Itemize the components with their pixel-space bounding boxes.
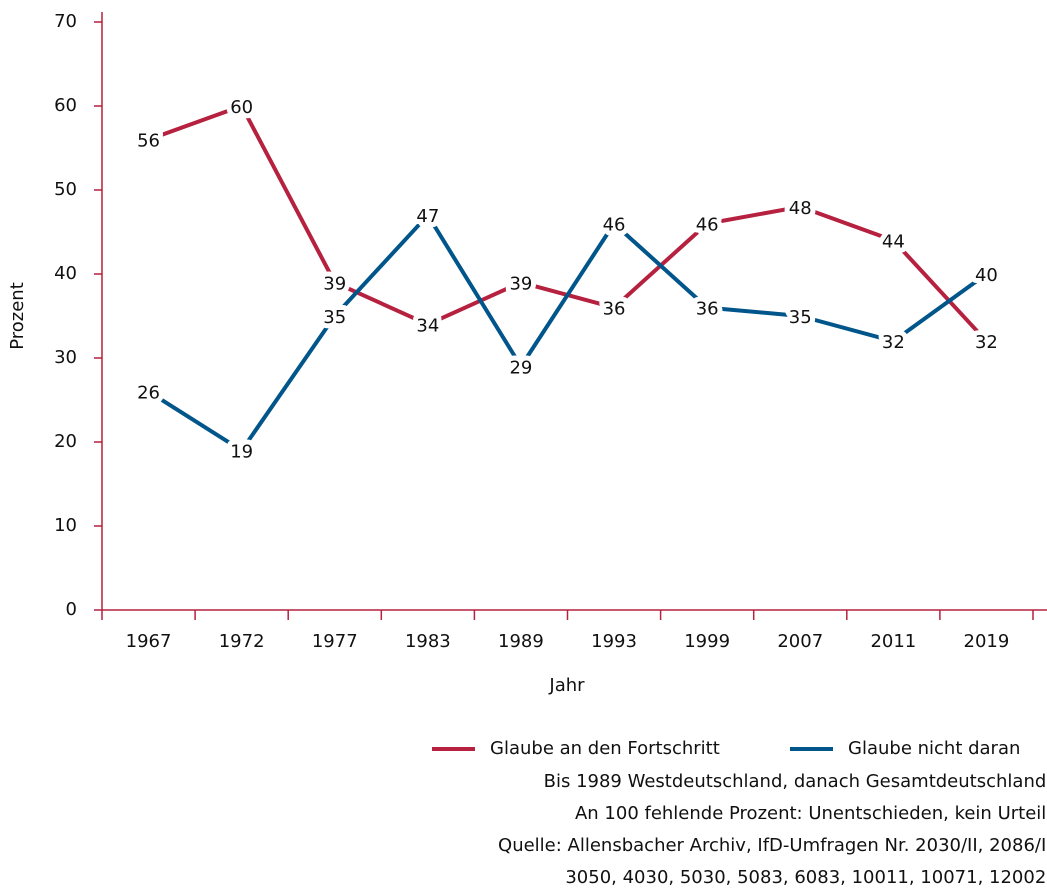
note: Quelle: Allensbacher Archiv, IfD-Umfrage… <box>498 835 1047 856</box>
y-tick-label: 20 <box>54 431 77 452</box>
y-tick-label: 0 <box>66 599 77 620</box>
data-label: 34 <box>416 315 439 336</box>
y-tick-label: 30 <box>54 347 77 368</box>
data-label: 46 <box>696 215 719 236</box>
data-label: 39 <box>323 273 346 294</box>
x-tick-label: 1977 <box>312 631 358 652</box>
x-tick-label: 1972 <box>219 631 265 652</box>
data-label: 47 <box>416 206 439 227</box>
data-label: 48 <box>789 198 812 219</box>
data-label: 32 <box>882 332 905 353</box>
note: Bis 1989 Westdeutschland, danach Gesamtd… <box>544 771 1047 792</box>
data-label: 26 <box>137 383 160 404</box>
x-tick-label: 2011 <box>870 631 916 652</box>
data-label: 44 <box>882 231 905 252</box>
data-label: 29 <box>509 357 532 378</box>
series-line <box>147 213 988 453</box>
data-label: 19 <box>230 441 253 462</box>
series-line <box>147 104 988 343</box>
x-tick-label: 1989 <box>498 631 544 652</box>
data-label: 35 <box>323 307 346 328</box>
y-tick-label: 70 <box>54 11 77 32</box>
legend-label: Glaube an den Fortschritt <box>490 738 720 759</box>
note: 3050, 4030, 5030, 5083, 6083, 10011, 100… <box>565 867 1047 888</box>
x-tick-label: 1983 <box>405 631 451 652</box>
data-label: 46 <box>603 215 626 236</box>
note: An 100 fehlende Prozent: Unentschieden, … <box>575 803 1047 824</box>
x-tick-label: 2019 <box>964 631 1010 652</box>
data-label: 60 <box>230 97 253 118</box>
y-tick-label: 60 <box>54 95 77 116</box>
data-label: 40 <box>975 265 998 286</box>
data-label: 39 <box>509 273 532 294</box>
data-label: 36 <box>603 299 626 320</box>
y-tick-label: 10 <box>54 515 77 536</box>
x-tick-label: 1967 <box>126 631 172 652</box>
y-axis-label: Prozent <box>7 282 28 350</box>
x-axis-label: Jahr <box>548 675 585 696</box>
y-tick-label: 50 <box>54 179 77 200</box>
data-label: 56 <box>137 131 160 152</box>
data-label: 35 <box>789 307 812 328</box>
data-label: 32 <box>975 332 998 353</box>
y-tick-label: 40 <box>54 263 77 284</box>
data-label: 36 <box>696 299 719 320</box>
x-tick-label: 2007 <box>777 631 823 652</box>
legend-label: Glaube nicht daran <box>848 738 1020 759</box>
x-tick-label: 1999 <box>684 631 730 652</box>
x-tick-label: 1993 <box>591 631 637 652</box>
